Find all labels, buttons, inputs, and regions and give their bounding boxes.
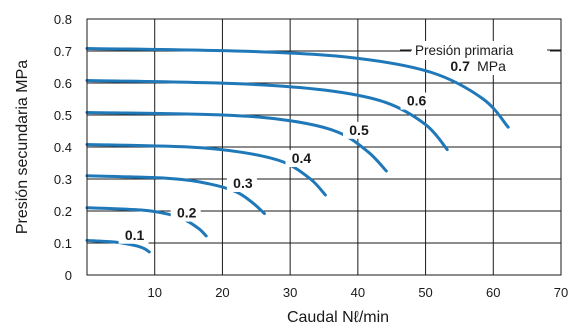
y-tick-label: 0.1 (54, 236, 72, 251)
curve-label-0.5: 0.5 (349, 122, 369, 138)
curve-label-0.4: 0.4 (292, 150, 312, 166)
y-tick-label: 0.7 (54, 44, 72, 59)
x-tick-label: 30 (283, 285, 297, 300)
x-tick-label: 20 (215, 285, 229, 300)
legend-label: Presión primaria (415, 43, 514, 58)
x-tick-label: 50 (418, 285, 432, 300)
y-tick-label: 0.5 (54, 108, 72, 123)
y-tick-label: 0 (65, 268, 72, 283)
x-tick-label: 40 (351, 285, 365, 300)
curve-label-0.6: 0.6 (407, 93, 427, 109)
curve-label-0.1: 0.1 (125, 227, 145, 243)
y-tick-label: 0.4 (54, 140, 72, 155)
curve-label-0.3: 0.3 (233, 175, 253, 191)
curve-labels: 0.1 0.2 0.3 0.4 0.5 0.6 0.7 MPa (119, 58, 515, 244)
x-tick-label: 70 (554, 285, 568, 300)
x-axis-label: Caudal Nℓ/min (287, 309, 389, 326)
curve-label-0.2: 0.2 (177, 205, 197, 221)
series-line-0.5 (87, 112, 386, 171)
x-tick-label: 60 (486, 285, 500, 300)
y-axis-label: Presión secundaria MPa (14, 60, 31, 234)
curve-label-0.7: 0.7 (450, 58, 470, 74)
y-tick-label: 0.2 (54, 204, 72, 219)
y-tick-label: 0.6 (54, 76, 72, 91)
x-tick-label: 10 (147, 285, 161, 300)
curve-unit-label: MPa (477, 58, 506, 74)
y-tick-label: 0.8 (54, 12, 72, 27)
legend: Presión primaria (400, 41, 561, 60)
y-tick-label: 0.3 (54, 172, 72, 187)
